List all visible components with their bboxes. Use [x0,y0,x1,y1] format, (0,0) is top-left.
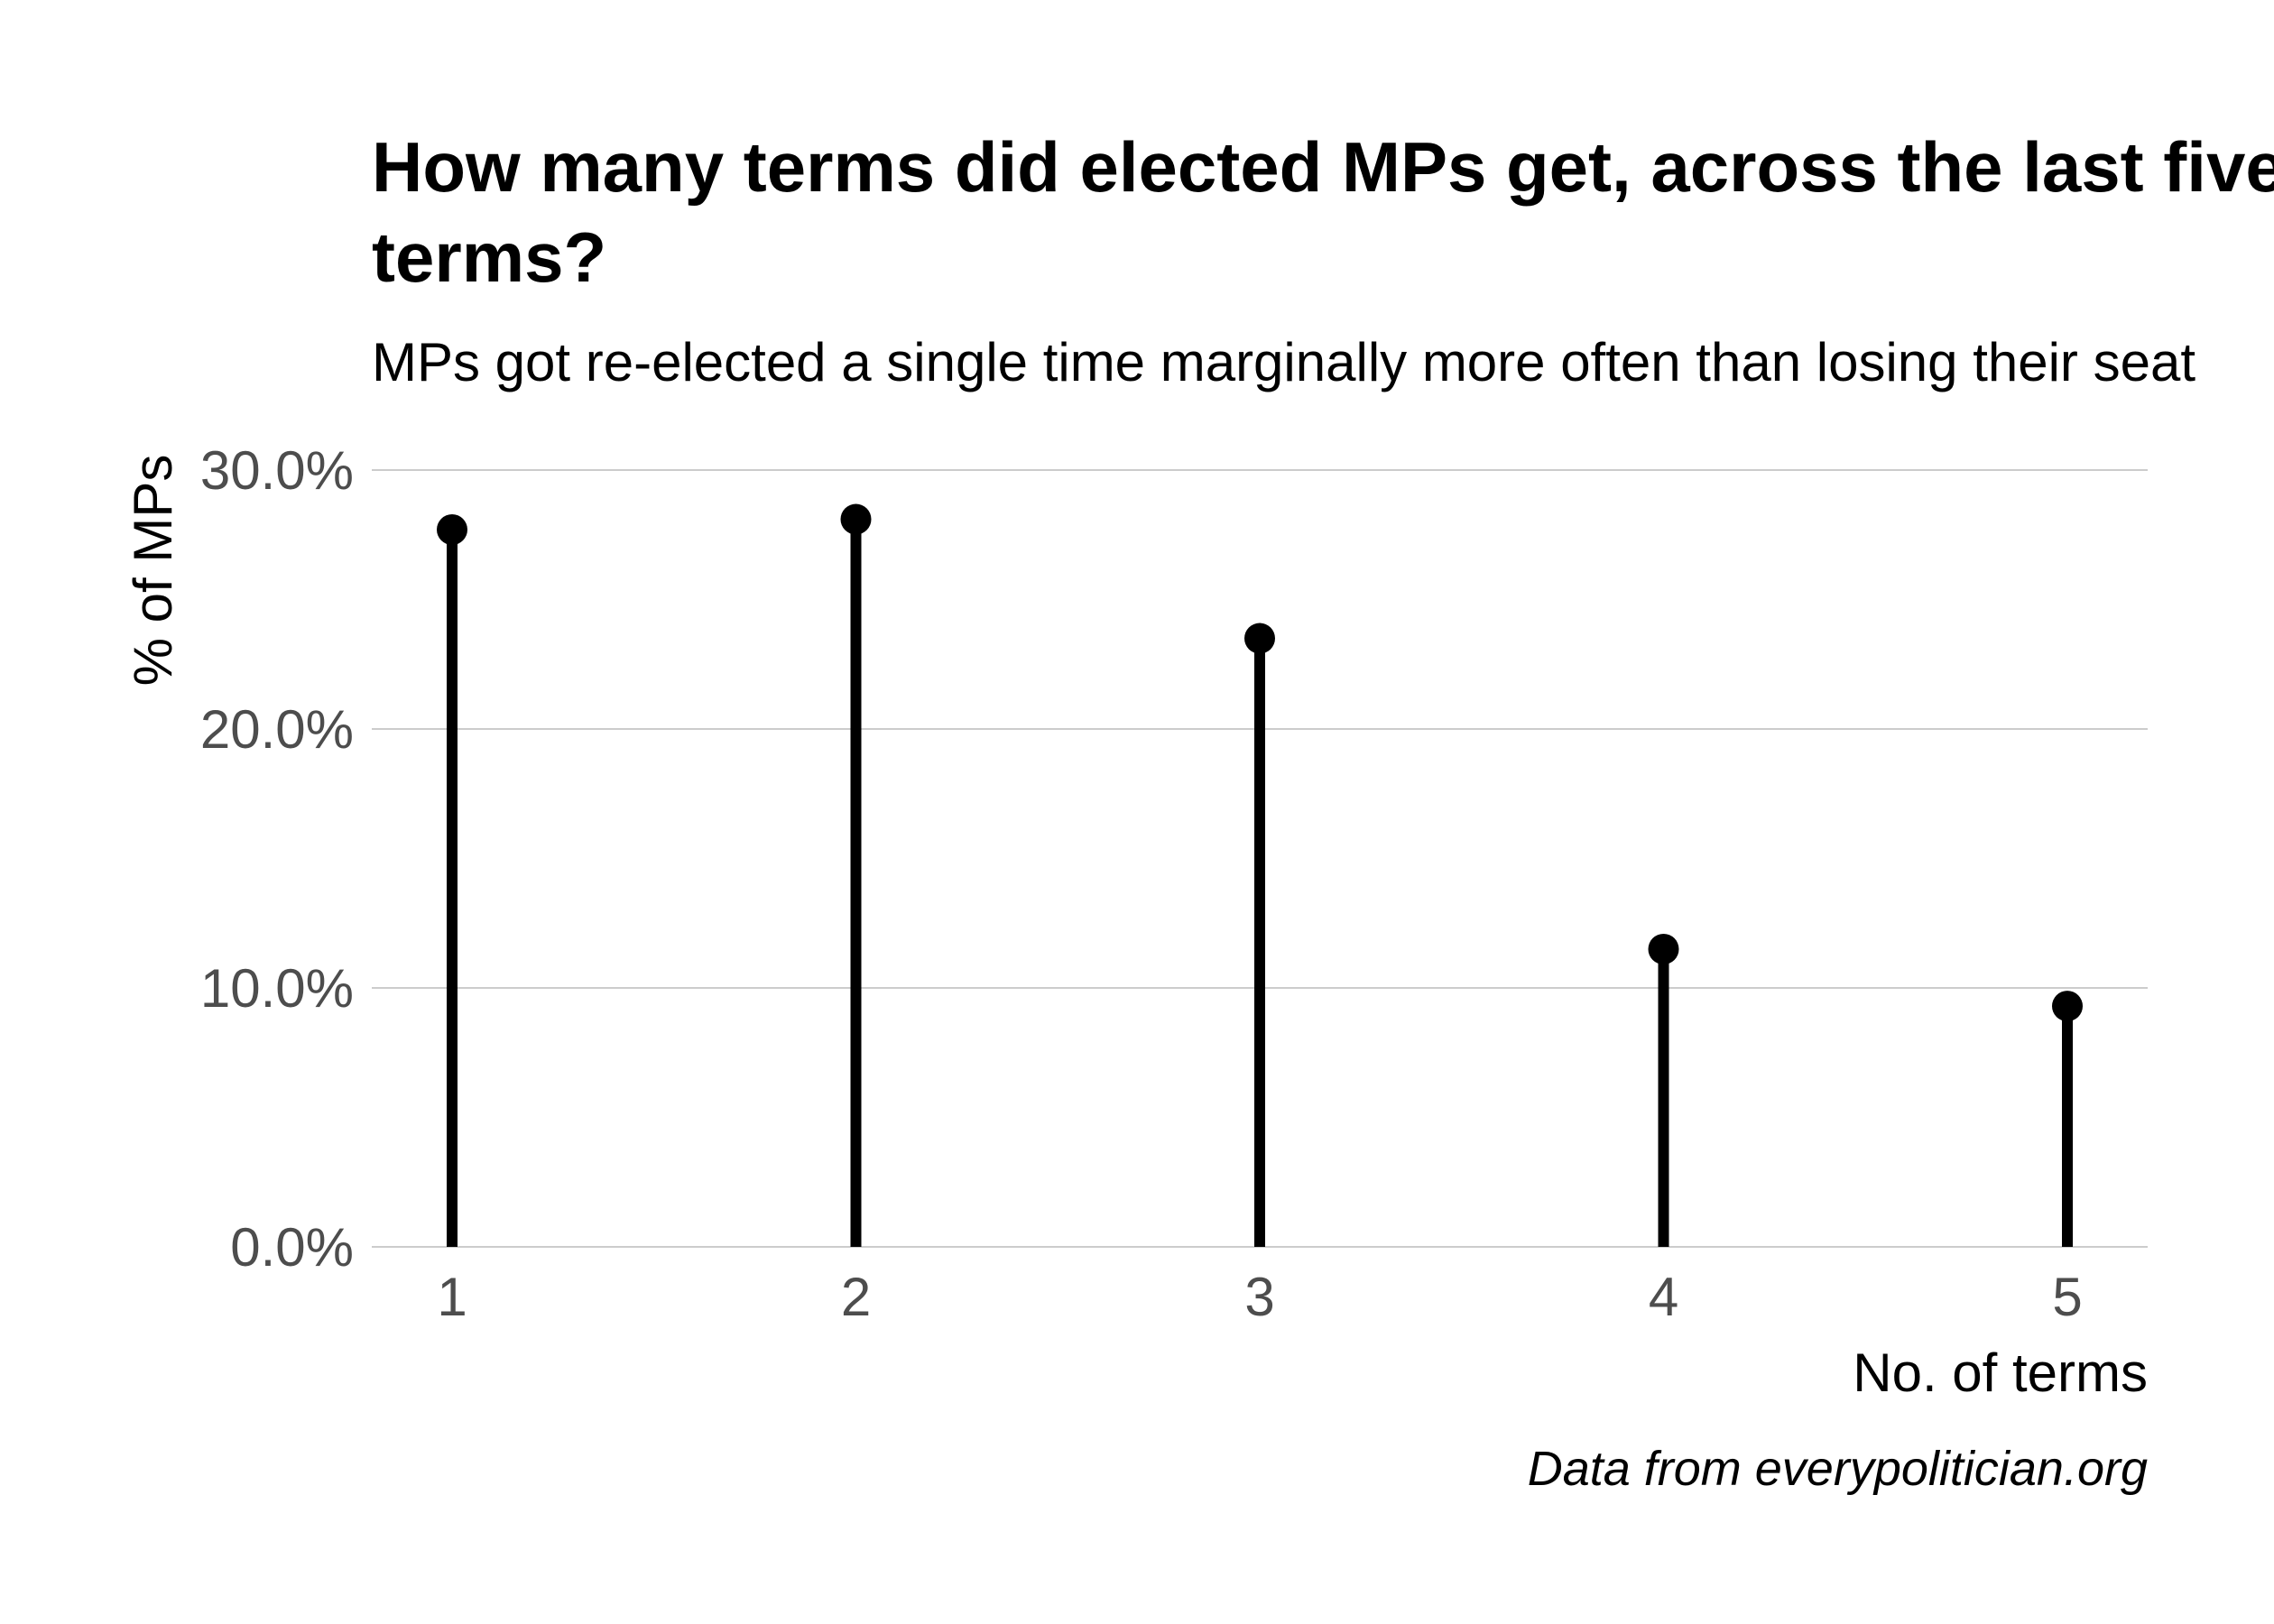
chart-subtitle: MPs got re-elected a single time margina… [372,332,2195,392]
x-tick-label-1: 1 [437,1267,467,1327]
y-tick-label-1: 10.0% [200,958,354,1019]
point-1 [437,514,467,546]
chart-title-line-2: terms? [372,217,606,297]
y-tick-label-2: 20.0% [200,699,354,760]
point-5 [2052,991,2083,1022]
x-tick-label-3: 3 [1244,1267,1274,1327]
stems [447,519,2073,1247]
x-axis-label: No. of terms [1853,1343,2148,1403]
chart-title-line-1: How many terms did elected MPs get, acro… [372,127,2274,207]
x-axis-ticks: 1 2 3 4 5 [437,1267,2082,1327]
x-tick-label-2: 2 [841,1267,871,1327]
x-tick-label-5: 5 [2052,1267,2082,1327]
y-axis-ticks: 0.0% 10.0% 20.0% 30.0% [200,440,354,1278]
point-2 [840,503,872,535]
chart-caption: Data from everypolitician.org [1528,1442,2148,1496]
x-tick-label-4: 4 [1649,1267,1678,1327]
y-tick-label-0: 0.0% [230,1217,354,1278]
y-tick-label-3: 30.0% [200,440,354,501]
points [437,503,2083,1022]
point-3 [1244,623,1275,654]
y-axis-label: % of MPs [123,455,183,687]
point-4 [1648,933,1679,964]
